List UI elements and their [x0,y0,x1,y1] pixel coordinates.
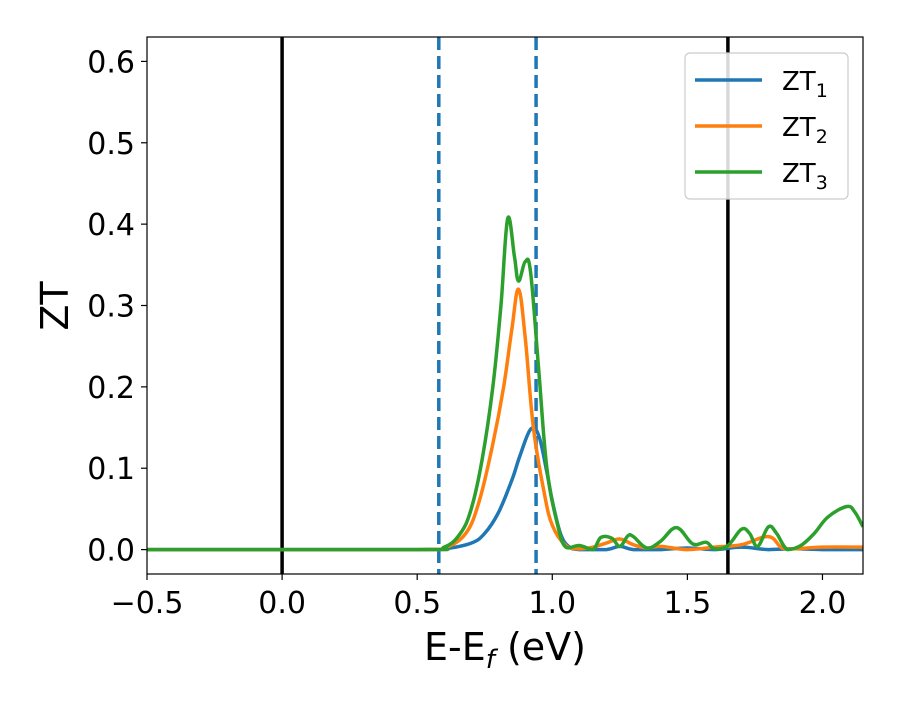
y-tick-label: 0.0 [87,534,135,569]
y-tick-label: 0.5 [87,127,135,162]
y-tick-label: 0.4 [87,208,135,243]
legend-label-zt1: ZT1 [782,67,828,102]
x-tick-label: 2.0 [799,586,847,621]
series-line-zt3 [147,215,863,552]
y-tick-label: 0.2 [87,371,135,406]
x-tick-label: 0.5 [393,586,441,621]
legend-box [684,52,849,200]
x-axis-title-unit: (eV) [495,625,586,669]
y-tick-label: 0.1 [87,452,135,487]
y-tick-label: 0.3 [87,290,135,325]
series-line-zt1 [147,425,863,552]
series-line-zt2 [147,287,863,552]
legend-label-zt2: ZT2 [782,113,828,148]
x-tick-label: 1.0 [528,586,576,621]
x-tick-label: 1.5 [664,586,712,621]
x-axis-title-main: E-E [424,625,486,669]
x-axis-title: E-Ef (eV) [424,625,586,675]
y-axis-title: ZT [33,281,77,331]
y-tick-label: 0.6 [87,45,135,80]
x-tick-label: 0.0 [258,586,306,621]
legend: ZT1 ZT2 ZT3 [684,52,849,200]
legend-label-zt3: ZT3 [782,159,828,194]
x-tick-label: −0.5 [111,586,184,621]
